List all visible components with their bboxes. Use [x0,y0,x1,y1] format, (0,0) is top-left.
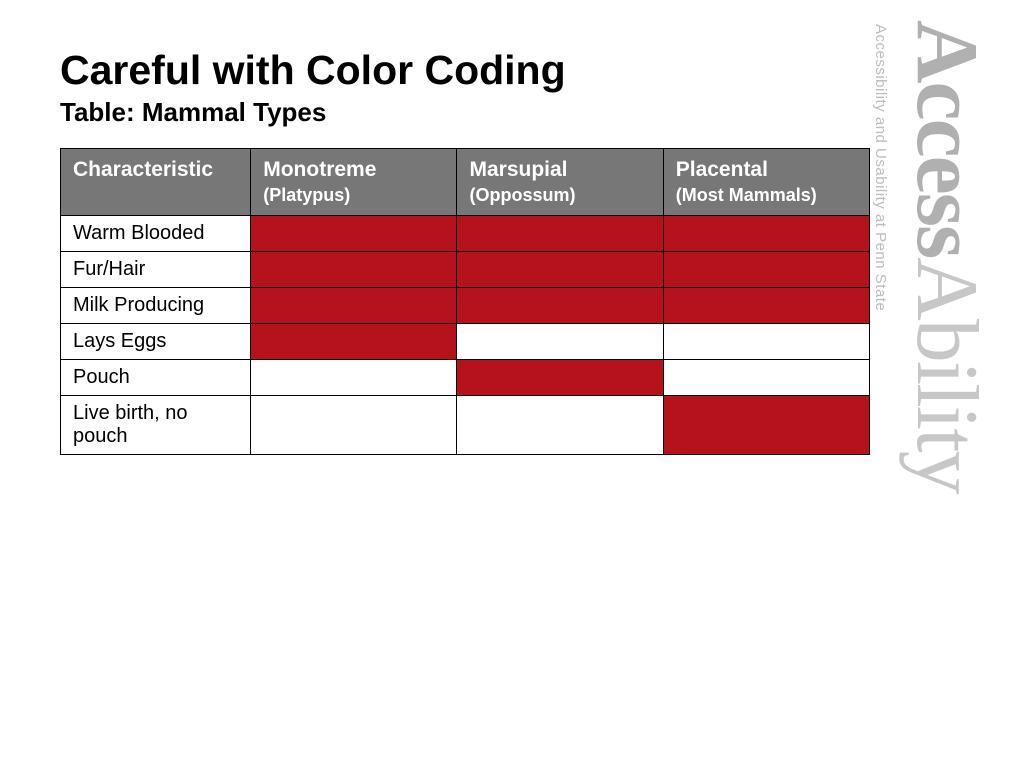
data-cell [457,216,663,252]
header-label: Marsupial [469,158,567,181]
slide-content: Careful with Color Coding Table: Mammal … [0,0,880,503]
data-cell [663,360,869,396]
watermark-tagline: Accessibility and Usability at Penn Stat… [873,24,888,311]
data-cell [251,396,457,455]
slide-subtitle: Table: Mammal Types [60,97,820,128]
table-row: Live birth, no pouch [61,396,870,455]
data-cell [663,324,869,360]
data-cell [663,252,869,288]
watermark-logo: AccessAbility [898,20,995,493]
watermark: Accessibility and Usability at Penn Stat… [902,20,990,493]
table-head: Characteristic Monotreme (Platypus) Mars… [61,149,870,216]
data-cell [251,324,457,360]
table-row: Fur/Hair [61,252,870,288]
header-sub: (Platypus) [263,185,350,205]
data-cell [457,396,663,455]
header-label: Characteristic [73,158,213,181]
header-placental: Placental (Most Mammals) [663,149,869,216]
row-label: Live birth, no pouch [61,396,251,455]
data-cell [457,360,663,396]
data-cell [457,252,663,288]
table-row: Milk Producing [61,288,870,324]
row-label: Warm Blooded [61,216,251,252]
row-label: Fur/Hair [61,252,251,288]
header-sub: (Oppossum) [469,185,575,205]
mammal-table: Characteristic Monotreme (Platypus) Mars… [60,148,870,455]
header-label: Monotreme [263,158,376,181]
row-label: Pouch [61,360,251,396]
slide-title: Careful with Color Coding [60,48,820,93]
data-cell [251,252,457,288]
data-cell [251,216,457,252]
row-label: Milk Producing [61,288,251,324]
data-cell [457,288,663,324]
table-body: Warm BloodedFur/HairMilk ProducingLays E… [61,216,870,455]
table-row: Warm Blooded [61,216,870,252]
data-cell [251,288,457,324]
table-row: Pouch [61,360,870,396]
data-cell [457,324,663,360]
header-monotreme: Monotreme (Platypus) [251,149,457,216]
watermark-light: Ability [898,257,995,492]
header-marsupial: Marsupial (Oppossum) [457,149,663,216]
header-sub: (Most Mammals) [676,185,817,205]
header-label: Placental [676,158,768,181]
data-cell [251,360,457,396]
watermark-bold: Access [898,20,995,257]
table-row: Lays Eggs [61,324,870,360]
header-characteristic: Characteristic [61,149,251,216]
header-row: Characteristic Monotreme (Platypus) Mars… [61,149,870,216]
data-cell [663,288,869,324]
data-cell [663,396,869,455]
row-label: Lays Eggs [61,324,251,360]
data-cell [663,216,869,252]
